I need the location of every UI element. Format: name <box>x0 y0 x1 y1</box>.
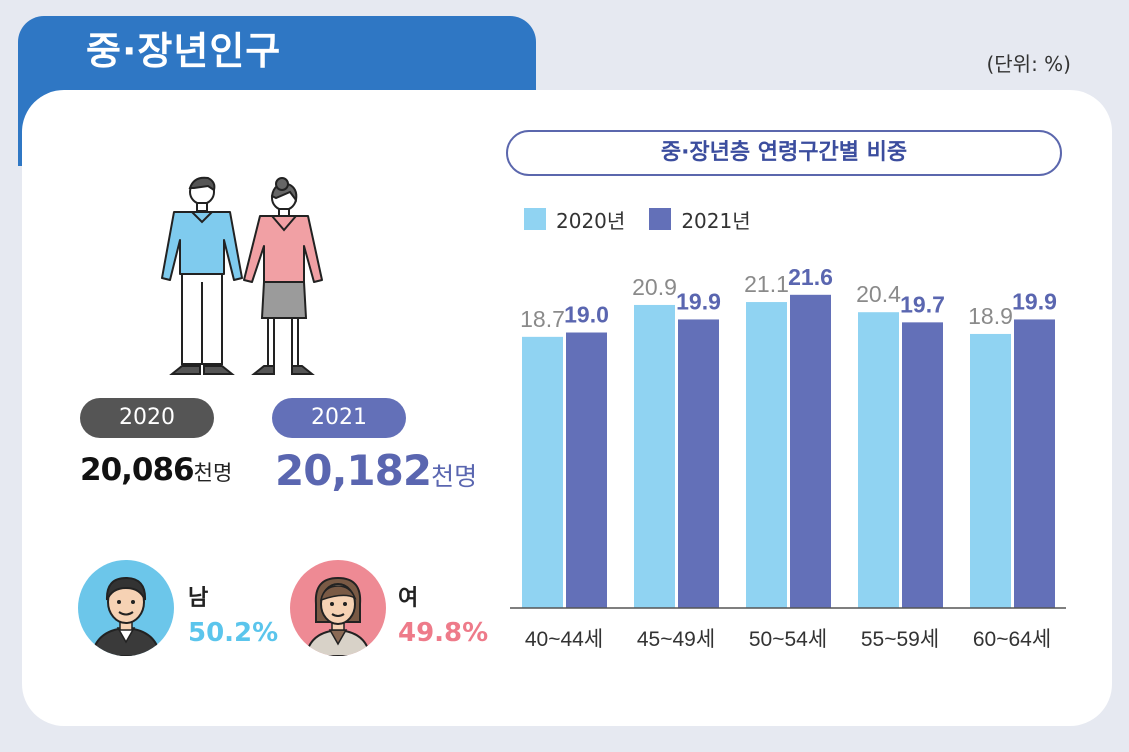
male-avatar <box>78 560 174 656</box>
female-value: 49.8% <box>398 618 489 648</box>
legend-item-2021: 2021년 <box>649 205 751 234</box>
bar-2021년-55~59세 <box>902 322 943 608</box>
x-tick-label: 50~54세 <box>749 628 827 651</box>
population-2020-unit: 천명 <box>193 461 233 485</box>
data-label-2020년-40~44세: 18.7 <box>520 306 565 332</box>
unit-label: (단위: %) <box>986 52 1071 76</box>
x-tick-label: 60~64세 <box>973 628 1051 651</box>
year-pill-2020: 2020 <box>80 398 214 438</box>
female-avatar <box>290 560 386 656</box>
x-tick-label: 55~59세 <box>861 628 939 651</box>
data-label-2021년-50~54세: 21.6 <box>788 264 833 290</box>
data-label-2020년-50~54세: 21.1 <box>744 271 789 297</box>
male-value: 50.2% <box>188 618 279 648</box>
x-tick-label: 40~44세 <box>525 628 603 651</box>
couple-illustration <box>161 176 323 375</box>
page-title: 중·장년인구 <box>86 29 282 73</box>
x-tick-label: 45~49세 <box>637 628 715 651</box>
bar-2020년-60~64세 <box>970 333 1011 608</box>
bar-2020년-45~49세 <box>634 304 675 608</box>
legend-label-2021: 2021년 <box>681 208 751 233</box>
data-label-2020년-55~59세: 20.4 <box>856 281 901 307</box>
population-2021-value: 20,182 <box>275 446 432 495</box>
male-face-icon <box>90 576 162 656</box>
male-label: 남 <box>188 586 209 611</box>
data-label-2021년-40~44세: 19.0 <box>564 302 609 328</box>
data-label-2021년-55~59세: 19.7 <box>900 291 945 317</box>
bar-2021년-50~54세 <box>790 294 831 608</box>
year-pill-2021: 2021 <box>272 398 406 438</box>
bar-2021년-45~49세 <box>678 319 719 608</box>
chart-title: 중·장년층 연령구간별 비중 <box>506 130 1062 176</box>
bar-2021년-40~44세 <box>566 332 607 608</box>
legend-label-2020: 2020년 <box>556 208 626 233</box>
bar-2020년-40~44세 <box>522 336 563 608</box>
legend-swatch-2021 <box>649 208 672 230</box>
female-label: 여 <box>398 586 419 611</box>
population-2021-unit: 천명 <box>431 462 478 491</box>
bar-2020년-55~59세 <box>858 312 899 608</box>
data-label-2020년-45~49세: 20.9 <box>632 274 677 300</box>
legend-item-2020: 2020년 <box>524 205 625 234</box>
legend-swatch-2020 <box>524 208 546 230</box>
bar-2020년-50~54세 <box>746 302 787 608</box>
bar-2021년-60~64세 <box>1014 319 1055 608</box>
population-2021: 20,182천명 <box>275 446 477 495</box>
female-face-icon <box>304 576 372 656</box>
chart-legend: 2020년 2021년 <box>524 205 751 233</box>
population-2020-value: 20,086 <box>80 452 195 488</box>
data-label-2021년-45~49세: 19.9 <box>676 288 721 314</box>
population-2020: 20,086천명 <box>80 452 232 488</box>
data-label-2021년-60~64세: 19.9 <box>1012 288 1057 314</box>
data-label-2020년-60~64세: 18.9 <box>968 303 1013 329</box>
